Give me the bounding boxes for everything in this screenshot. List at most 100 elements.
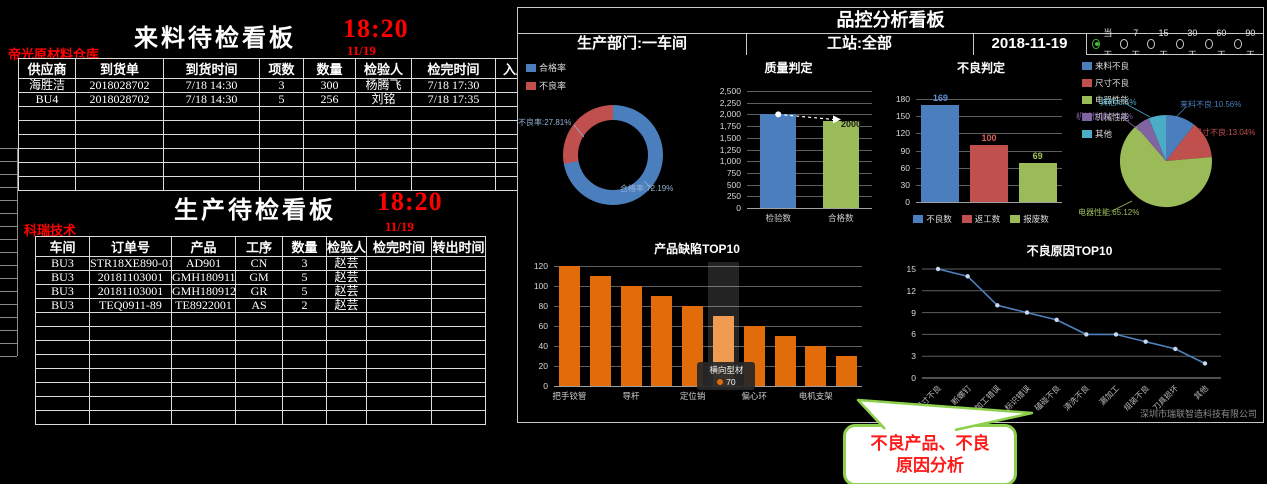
legend-item-0[interactable]: 来料不良 — [1082, 60, 1129, 72]
legend-item-0[interactable]: 合格率 — [526, 61, 566, 74]
legend-label: 机械性能 — [1095, 112, 1130, 122]
x-tick-4: 定位销 — [679, 391, 706, 401]
line-point-9[interactable] — [1202, 361, 1208, 366]
bar-0[interactable] — [558, 266, 580, 386]
table-cell: GMH180911 — [171, 270, 236, 285]
filter-date[interactable]: 2018-11-19 — [973, 33, 1087, 56]
bar-1[interactable] — [970, 144, 1008, 202]
column-header-1: 到货单 — [75, 58, 164, 79]
chart-title: 质量判定 — [764, 61, 813, 75]
legend-item-1[interactable]: 返工数 — [961, 213, 1000, 225]
bar-2[interactable] — [620, 286, 642, 386]
table-cell — [18, 162, 76, 177]
period-option-0[interactable]: 当天 — [1092, 22, 1114, 66]
line-point-1[interactable] — [965, 274, 970, 279]
table-cell: 7/18 17:30 — [411, 78, 496, 93]
table-cell — [303, 120, 356, 135]
table-cell — [355, 162, 412, 177]
legend-item-1[interactable]: 不良率 — [526, 79, 566, 92]
radio-selected-icon[interactable] — [1092, 38, 1100, 49]
grid-artifact-line — [0, 330, 17, 331]
pie-slice-3[interactable] — [1136, 118, 1166, 161]
empty-row — [35, 326, 486, 341]
table-cell — [163, 106, 260, 121]
line-point-6[interactable] — [1113, 332, 1119, 337]
grid-artifact-line — [0, 226, 17, 227]
incoming-date: 11/19 — [347, 43, 376, 58]
radio-icon[interactable] — [1205, 38, 1213, 49]
gridline — [747, 138, 872, 139]
table-cell — [259, 148, 304, 163]
table-cell — [89, 396, 172, 411]
legend-item-2[interactable]: 报废数 — [1010, 213, 1049, 225]
line-point-2[interactable] — [995, 303, 1000, 308]
bar-3[interactable] — [651, 296, 673, 386]
period-option-4[interactable]: 60天 — [1205, 22, 1228, 66]
pie-label-2: 电器性能:65.12% — [1078, 208, 1140, 217]
bar-7[interactable] — [774, 336, 796, 386]
column-header-7: 转出时间 — [431, 236, 486, 257]
legend-item-0[interactable]: 不良数 — [913, 213, 952, 225]
callout-line1: 不良产品、不良 — [870, 433, 990, 453]
line-point-3[interactable] — [1024, 310, 1030, 315]
table-cell: 5 — [282, 270, 327, 285]
line-point-4[interactable] — [1054, 317, 1059, 323]
empty-row — [18, 120, 563, 135]
filter-department[interactable]: 生产部门:一车间 — [518, 33, 747, 56]
grid-artifact-line — [0, 304, 17, 305]
table-cell — [163, 176, 260, 191]
legend-label: 尺寸不良 — [1095, 78, 1130, 88]
line-point-0[interactable] — [935, 266, 941, 272]
line-point-8[interactable] — [1173, 346, 1178, 352]
filter-station[interactable]: 工站:全部 — [746, 33, 974, 56]
period-option-3[interactable]: 30天 — [1176, 22, 1199, 66]
bar-1[interactable] — [589, 276, 611, 386]
line-point-7[interactable] — [1143, 339, 1148, 344]
table-cell: 赵芸 — [326, 284, 367, 299]
radio-icon[interactable] — [1234, 38, 1242, 49]
table-cell — [282, 410, 327, 425]
y-axis-label: 40 — [538, 341, 548, 351]
table-cell — [235, 312, 283, 327]
bar-0[interactable] — [760, 114, 797, 208]
table-row: BU3 TEQ0911-89 TE8922001 AS 2 赵芸 — [35, 298, 486, 313]
legend-item-1[interactable]: 尺寸不良 — [1082, 77, 1129, 89]
bar-1[interactable] — [822, 121, 859, 208]
gridline — [554, 346, 862, 347]
table-cell: 5 — [259, 92, 304, 107]
pie-label-3: 机械性能:5.18% — [1076, 112, 1133, 121]
line-point-5[interactable] — [1084, 332, 1089, 337]
bar-9[interactable] — [836, 356, 858, 386]
radio-icon[interactable] — [1120, 38, 1129, 49]
table-cell — [75, 134, 164, 149]
empty-row — [35, 340, 486, 355]
table-cell — [431, 312, 486, 327]
table-cell — [171, 340, 236, 355]
period-option-2[interactable]: 15天 — [1147, 22, 1170, 66]
pie-slice-1[interactable] — [1166, 124, 1212, 161]
pie-slice-2[interactable] — [1119, 126, 1212, 208]
pie-slice-0[interactable] — [1166, 115, 1195, 161]
table-cell — [18, 148, 76, 163]
period-option-5[interactable]: 90天 — [1234, 22, 1257, 66]
table-cell — [18, 120, 76, 135]
y-axis-label: 6 — [911, 329, 916, 340]
table-cell: 20181103001 — [89, 270, 172, 285]
bar-8[interactable] — [805, 346, 827, 386]
legend-item-4[interactable]: 其他 — [1082, 128, 1129, 140]
chart-title: 产品缺陷TOP10 — [654, 242, 740, 256]
table-cell: GM — [235, 270, 283, 285]
bar-0[interactable] — [921, 105, 960, 202]
table-cell — [282, 382, 327, 397]
period-option-1[interactable]: 7天 — [1120, 22, 1141, 66]
y-axis-label: 100 — [533, 281, 548, 291]
period-label: 90天 — [1245, 27, 1256, 60]
radio-icon[interactable] — [1147, 38, 1155, 49]
table-cell — [326, 326, 367, 341]
table-cell — [431, 368, 486, 383]
bar-2[interactable] — [1018, 162, 1057, 202]
pie-slice-4[interactable] — [1148, 114, 1166, 161]
legend-item-2[interactable]: 电器性能 — [1082, 94, 1129, 106]
radio-icon[interactable] — [1176, 38, 1184, 49]
legend-item-3[interactable]: 机械性能 — [1082, 111, 1129, 123]
